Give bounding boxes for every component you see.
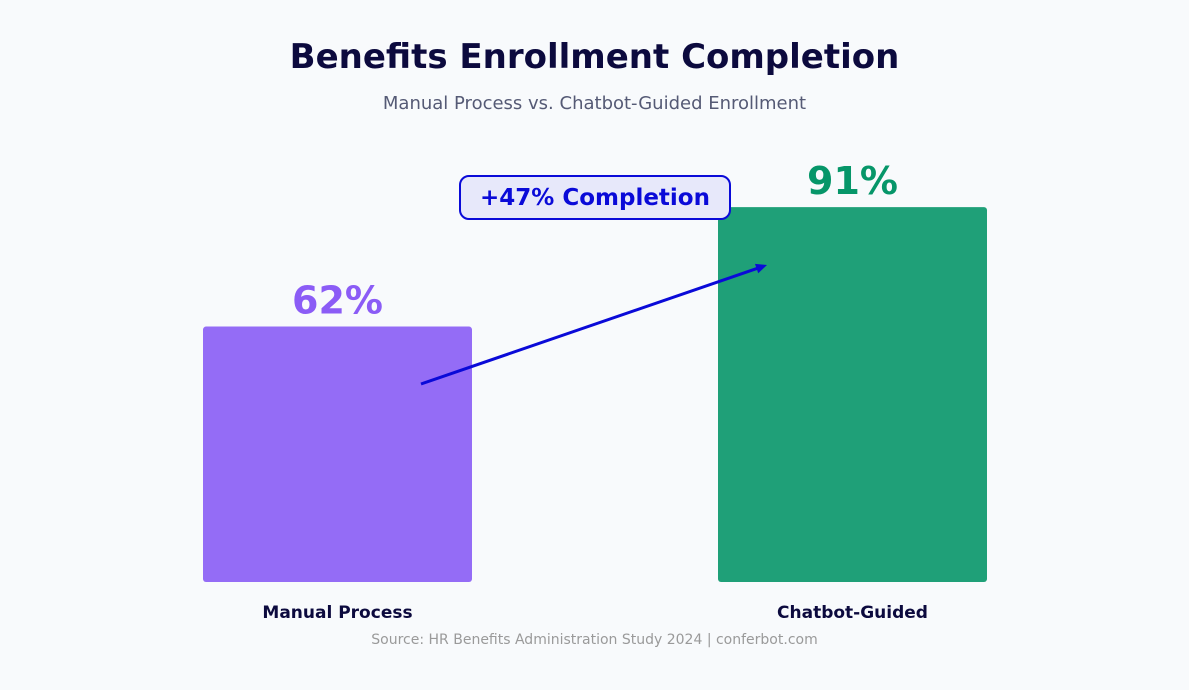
annotation-layer: +47% Completion [459,175,731,220]
chart-title: Benefits Enrollment Completion [290,37,900,77]
annotation-arrow-head [754,263,767,274]
annotation-text: +47% Completion [480,185,710,211]
source-note: Source: HR Benefits Administration Study… [371,632,817,648]
bars-layer: 62% Manual Process 91% Chatbot-Guided [203,159,987,623]
annotation-box [459,175,731,220]
category-label-chatbot-guided: Chatbot-Guided [777,603,928,623]
annotation-arrow-line [420,266,759,386]
chart-subtitle: Manual Process vs. Chatbot-Guided Enroll… [383,93,806,114]
bar-chatbot-guided [718,207,987,582]
category-label-manual-process: Manual Process [262,603,412,623]
value-label-manual-process: 62% [292,279,383,323]
bar-manual-process [203,326,472,582]
value-label-chatbot-guided: 91% [807,159,898,203]
